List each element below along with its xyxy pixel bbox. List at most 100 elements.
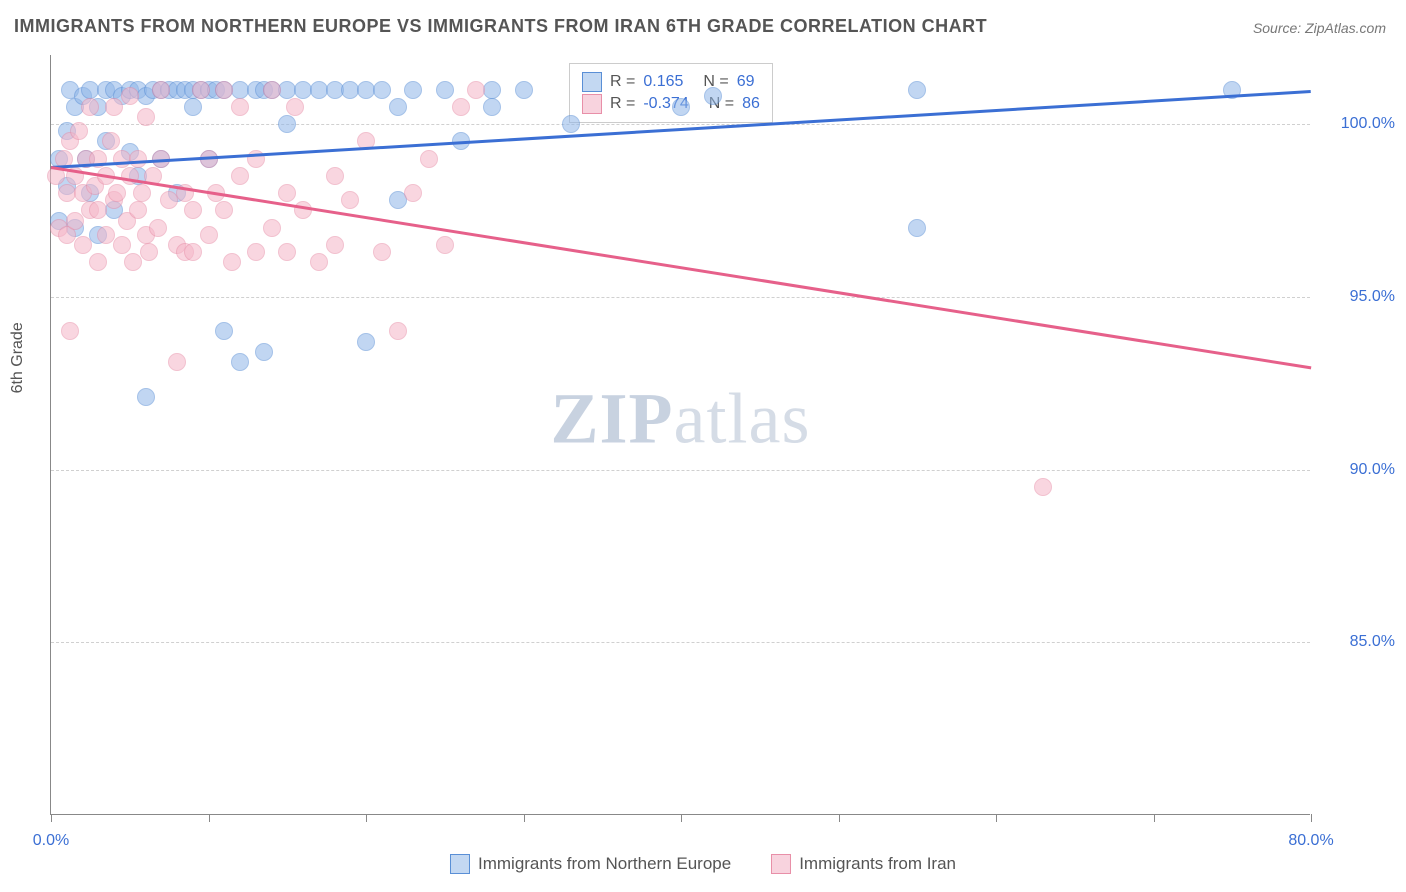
scatter-point — [200, 226, 218, 244]
scatter-point — [278, 115, 296, 133]
ytick-label: 85.0% — [1350, 633, 1395, 651]
scatter-point — [121, 87, 139, 105]
xtick-label: 80.0% — [1288, 832, 1333, 850]
scatter-point — [389, 322, 407, 340]
scatter-point — [357, 333, 375, 351]
xtick-mark — [209, 814, 210, 822]
legend-row-blue: R = 0.165 N = 69 — [582, 72, 760, 92]
gridline — [51, 124, 1310, 125]
scatter-point — [247, 243, 265, 261]
scatter-point — [483, 98, 501, 116]
scatter-point — [672, 98, 690, 116]
scatter-point — [1034, 478, 1052, 496]
scatter-point — [452, 98, 470, 116]
legend-swatch-pink — [582, 94, 602, 114]
xtick-mark — [1311, 814, 1312, 822]
scatter-point — [140, 243, 158, 261]
trend-line — [51, 166, 1311, 369]
scatter-point — [341, 191, 359, 209]
bottom-legend: Immigrants from Northern Europe Immigran… — [450, 854, 956, 874]
scatter-point — [121, 167, 139, 185]
legend-row-pink: R = -0.374 N = 86 — [582, 94, 760, 114]
stats-legend: R = 0.165 N = 69 R = -0.374 N = 86 — [569, 63, 773, 123]
scatter-point — [231, 98, 249, 116]
scatter-point — [152, 81, 170, 99]
xtick-mark — [839, 814, 840, 822]
scatter-point — [133, 184, 151, 202]
scatter-point — [61, 322, 79, 340]
gridline — [51, 642, 1310, 643]
scatter-point — [436, 81, 454, 99]
scatter-point — [436, 236, 454, 254]
scatter-point — [326, 167, 344, 185]
scatter-point — [129, 201, 147, 219]
scatter-point — [373, 81, 391, 99]
legend-label-blue: Immigrants from Northern Europe — [478, 854, 731, 874]
scatter-point — [704, 87, 722, 105]
scatter-point — [66, 212, 84, 230]
chart-title: IMMIGRANTS FROM NORTHERN EUROPE VS IMMIG… — [14, 16, 987, 37]
watermark: ZIPatlas — [551, 378, 811, 461]
ytick-label: 90.0% — [1350, 461, 1395, 479]
scatter-point — [404, 81, 422, 99]
legend-swatch-blue-icon — [450, 854, 470, 874]
scatter-point — [215, 81, 233, 99]
scatter-point — [184, 98, 202, 116]
scatter-point — [113, 236, 131, 254]
scatter-point — [137, 108, 155, 126]
legend-label-pink: Immigrants from Iran — [799, 854, 956, 874]
r-label: R = — [610, 95, 635, 113]
scatter-point — [286, 98, 304, 116]
scatter-point — [263, 219, 281, 237]
scatter-point — [278, 243, 296, 261]
scatter-point — [105, 98, 123, 116]
scatter-point — [562, 115, 580, 133]
scatter-point — [231, 353, 249, 371]
scatter-point — [70, 122, 88, 140]
scatter-point — [215, 201, 233, 219]
scatter-point — [168, 353, 186, 371]
gridline — [51, 297, 1310, 298]
xtick-mark — [51, 814, 52, 822]
xtick-mark — [681, 814, 682, 822]
xtick-mark — [1154, 814, 1155, 822]
scatter-point — [149, 219, 167, 237]
legend-swatch-blue — [582, 72, 602, 92]
scatter-point — [89, 201, 107, 219]
scatter-point — [74, 236, 92, 254]
scatter-point — [404, 184, 422, 202]
legend-item-pink: Immigrants from Iran — [771, 854, 956, 874]
scatter-point — [108, 184, 126, 202]
ytick-label: 95.0% — [1350, 288, 1395, 306]
scatter-point — [278, 184, 296, 202]
xtick-mark — [524, 814, 525, 822]
xtick-label: 0.0% — [33, 832, 69, 850]
r-value-blue: 0.165 — [643, 73, 683, 91]
scatter-point — [483, 81, 501, 99]
scatter-point — [102, 132, 120, 150]
scatter-point — [908, 219, 926, 237]
n-value-pink: 86 — [742, 95, 760, 113]
scatter-point — [373, 243, 391, 261]
scatter-point — [515, 81, 533, 99]
source-label: Source: ZipAtlas.com — [1253, 20, 1386, 36]
scatter-point — [184, 201, 202, 219]
scatter-point — [231, 167, 249, 185]
scatter-point — [192, 81, 210, 99]
scatter-point — [137, 388, 155, 406]
scatter-point — [89, 253, 107, 271]
scatter-point — [124, 253, 142, 271]
scatter-point — [908, 81, 926, 99]
legend-swatch-pink-icon — [771, 854, 791, 874]
scatter-point — [420, 150, 438, 168]
ytick-label: 100.0% — [1341, 115, 1395, 133]
scatter-point — [223, 253, 241, 271]
scatter-point — [129, 150, 147, 168]
plot-area: ZIPatlas R = 0.165 N = 69 R = -0.374 N =… — [50, 55, 1310, 815]
scatter-point — [184, 243, 202, 261]
scatter-point — [263, 81, 281, 99]
watermark-bold: ZIP — [551, 379, 674, 459]
xtick-mark — [366, 814, 367, 822]
n-value-blue: 69 — [737, 73, 755, 91]
r-label: R = — [610, 73, 635, 91]
